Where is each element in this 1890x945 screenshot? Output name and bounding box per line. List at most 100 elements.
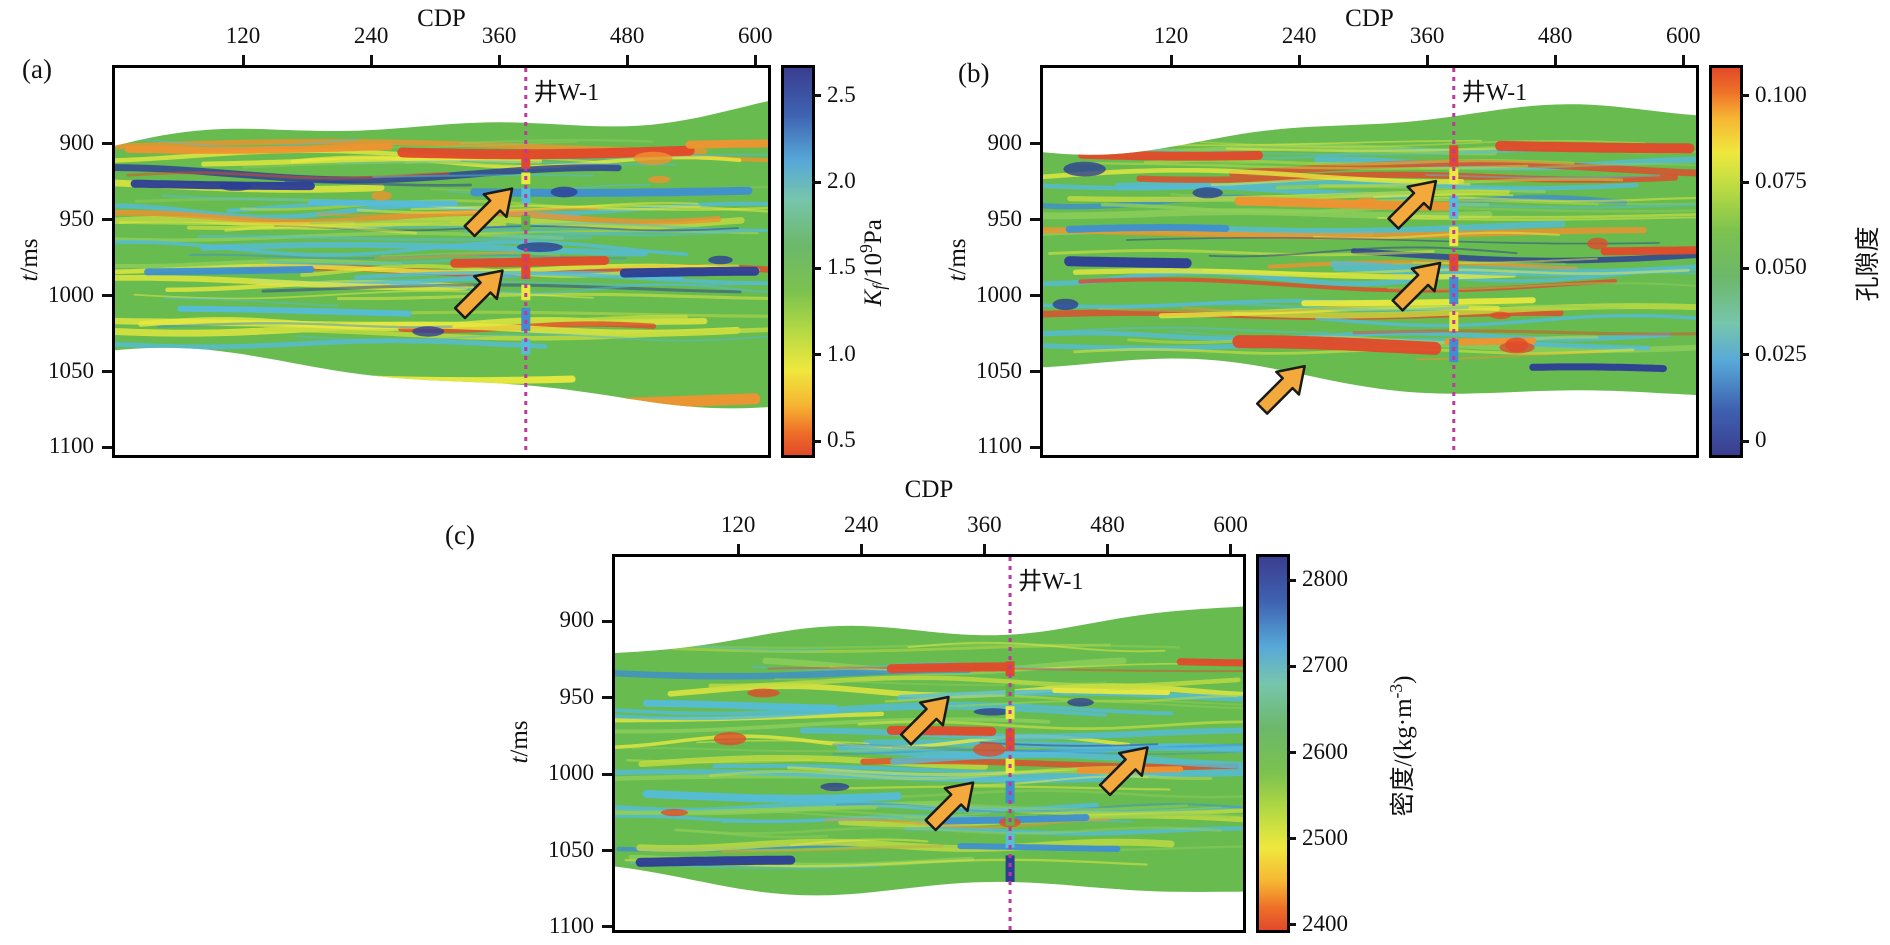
seismic-streak — [1372, 193, 1514, 199]
label-part: t — [16, 274, 43, 282]
y-tick-label: 900 — [987, 129, 1023, 155]
y-tick-label: 1050 — [548, 836, 594, 862]
y-tick-label: 1000 — [548, 760, 594, 786]
seismic-streak — [1052, 688, 1171, 696]
seismic-streak — [685, 139, 768, 149]
y-tick — [602, 619, 612, 623]
x-axis-title: CDP — [1345, 5, 1394, 32]
colorbar-tick-label: 0.050 — [1755, 254, 1807, 280]
seismic-streak — [929, 802, 1188, 811]
x-tick — [736, 544, 740, 554]
y-tick — [602, 925, 612, 929]
seismic-streak — [1208, 246, 1518, 258]
colorbar-tick — [812, 266, 821, 270]
colorbar-tick — [812, 439, 821, 443]
label-part: 密度/(kg·m — [1390, 697, 1417, 816]
seismic-blob — [820, 782, 850, 792]
seismic-blob — [550, 186, 578, 198]
seismic-streak — [626, 758, 814, 764]
seismic-streak — [615, 705, 1107, 721]
seismic-blob — [660, 808, 688, 817]
x-tick-label: 480 — [1090, 512, 1125, 537]
seismic-streak — [824, 818, 1111, 829]
x-tick-label: 600 — [1213, 512, 1248, 537]
panel-tag: (b) — [958, 58, 990, 88]
x-tick-label: 120 — [225, 23, 261, 48]
well-label: 井W-1 — [1018, 569, 1084, 595]
seismic-streak — [1315, 313, 1696, 328]
seismic-streak — [957, 616, 1058, 624]
x-tick-label: 360 — [481, 23, 517, 48]
label-part: f — [868, 284, 889, 290]
seismic-blob — [1489, 311, 1511, 320]
seismic-streak — [1387, 282, 1696, 291]
well-log-block — [1005, 833, 1015, 848]
seismic-streak — [864, 789, 1243, 799]
seismic-streak — [261, 283, 742, 294]
seismic-streak — [1392, 261, 1567, 265]
well-log-block — [1005, 683, 1015, 697]
seismic-streak — [886, 662, 1009, 674]
annotation-arrow — [463, 187, 514, 238]
label-part: t — [944, 274, 971, 282]
seismic-streak — [957, 700, 1243, 710]
seismic-streak — [459, 138, 654, 145]
seismic-streak — [295, 333, 768, 342]
seismic-streak — [115, 231, 564, 242]
y-tick — [102, 294, 112, 298]
y-tick — [1030, 370, 1040, 374]
seismic-streak — [390, 310, 768, 318]
y-tick-label: 950 — [987, 205, 1023, 231]
seismic-blob — [371, 191, 392, 201]
seismic-streak — [1189, 220, 1566, 235]
seismic-streak — [642, 790, 902, 803]
x-tick-label: 240 — [844, 512, 879, 537]
annotation-arrow — [1255, 364, 1306, 415]
y-tick-label: 1100 — [976, 433, 1022, 459]
seismic-streak — [374, 251, 516, 260]
seismic-streak — [642, 699, 839, 712]
y-tick-label: 950 — [559, 683, 595, 709]
y-tick-label: 1000 — [976, 281, 1022, 307]
seismic-streak — [789, 838, 929, 847]
colorbar-c — [1256, 554, 1290, 933]
y-tick — [102, 445, 112, 449]
y-tick — [602, 772, 612, 776]
x-tick-label: 600 — [737, 23, 773, 48]
x-tick — [369, 55, 373, 65]
seismic-streak — [1048, 249, 1435, 257]
colorbar-tick-label: 1.5 — [827, 254, 856, 280]
colorbar-tick — [1287, 578, 1296, 582]
seismic-streak — [410, 204, 768, 211]
seismic-streak — [162, 297, 339, 307]
seismic-streak — [1377, 216, 1696, 221]
seismic-streak — [1064, 256, 1192, 269]
y-tick-label: 1050 — [48, 357, 94, 383]
y-tick — [1030, 445, 1040, 449]
well-log-block — [1449, 253, 1459, 272]
seismic-streak — [1077, 149, 1263, 161]
y-tick — [102, 370, 112, 374]
x-tick-label: 600 — [1665, 23, 1701, 48]
colorbar-tick — [812, 180, 821, 184]
colorbar-tick-label: 0 — [1755, 427, 1767, 453]
x-axis-title: CDP — [417, 5, 466, 32]
colorbar-title: 密度/(kg·m-3) — [1383, 546, 1419, 945]
y-axis-title: t/ms — [16, 160, 44, 360]
colorbar-tick-label: 0.075 — [1755, 168, 1807, 194]
colorbar-tick — [1740, 180, 1749, 184]
seismic-streak — [115, 338, 548, 350]
seismic-streak — [708, 675, 1241, 689]
seismic-blob — [1192, 187, 1223, 199]
seismic-streak — [200, 241, 648, 257]
colorbar-title: Kf/109Pa — [856, 62, 890, 462]
well-log-block — [1449, 226, 1459, 247]
colorbar-tick-label: 2800 — [1302, 566, 1348, 592]
seismic-streak — [615, 717, 1051, 734]
y-tick-label: 1000 — [48, 281, 94, 307]
annotation-arrow — [1098, 746, 1149, 797]
seismic-streak — [1099, 302, 1469, 312]
colorbar-tick-label: 2.0 — [827, 168, 856, 194]
x-tick — [1229, 544, 1233, 554]
